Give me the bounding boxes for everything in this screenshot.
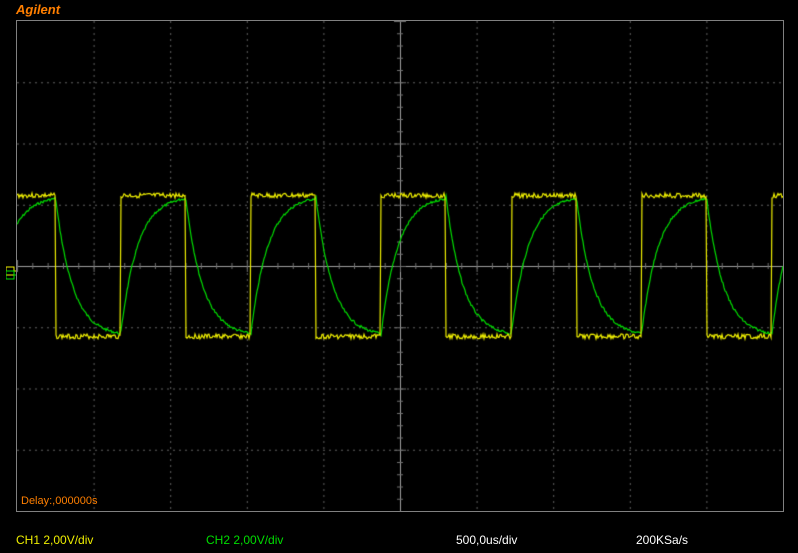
oscilloscope-display: Delay:,000000s [16, 20, 784, 512]
waveform-canvas [17, 21, 783, 511]
delay-readout: Delay:,000000s [21, 495, 97, 507]
ch1-scale-label: CH1 2,00V/div [16, 533, 93, 547]
footer-bar: CH1 2,00V/div CH2 2,00V/div 500,0us/div … [16, 533, 782, 549]
sample-rate-label: 200KSa/s [636, 533, 688, 547]
brand-label: Agilent [16, 2, 60, 17]
ch2-ground-marker-icon [6, 268, 16, 280]
timebase-label: 500,0us/div [456, 533, 517, 547]
ch2-scale-label: CH2 2,00V/div [206, 533, 283, 547]
